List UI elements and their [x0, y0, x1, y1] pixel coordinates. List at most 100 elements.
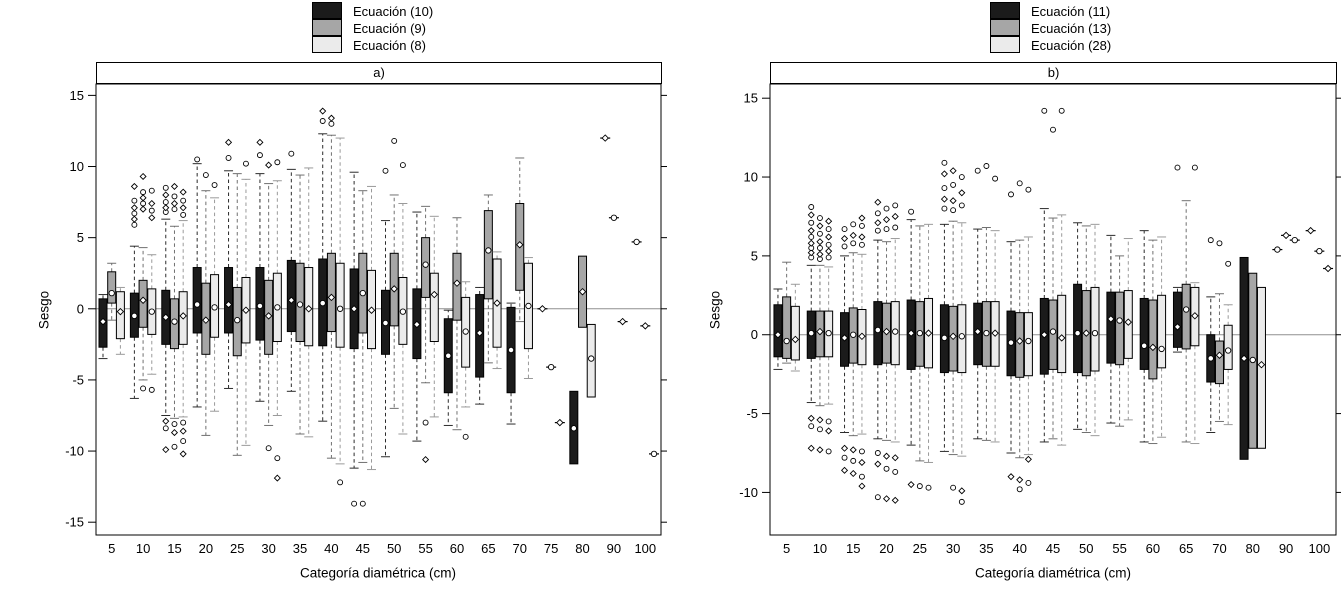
marker	[958, 333, 965, 340]
marker	[1050, 126, 1056, 133]
box	[224, 267, 234, 334]
marker	[958, 202, 965, 209]
x-tick-label: 55	[1112, 541, 1126, 556]
marker	[807, 444, 815, 452]
marker	[148, 308, 155, 315]
legend-swatch-eq13	[990, 19, 1020, 36]
marker	[950, 484, 957, 491]
marker	[445, 352, 452, 359]
marker	[940, 195, 948, 203]
marker	[131, 197, 138, 204]
marker	[1282, 231, 1290, 240]
marker	[148, 207, 155, 214]
marker	[337, 479, 344, 486]
marker	[162, 417, 170, 425]
marker	[319, 107, 327, 115]
marker	[924, 329, 933, 337]
marker	[274, 455, 281, 462]
marker	[1025, 186, 1032, 193]
marker	[1007, 339, 1015, 346]
marker	[140, 385, 147, 392]
box	[192, 267, 202, 334]
marker	[1207, 355, 1214, 362]
x-tick-label: 10	[813, 541, 827, 556]
marker	[973, 327, 982, 336]
x-tick-label: 90	[1279, 541, 1293, 556]
marker	[601, 134, 609, 142]
x-tick-label: 5	[108, 541, 115, 556]
marker	[242, 306, 250, 314]
legend-label: Ecuación (13)	[1031, 21, 1112, 36]
marker	[367, 306, 376, 314]
marker	[907, 329, 915, 337]
marker	[916, 330, 923, 337]
marker	[139, 205, 147, 213]
marker	[1274, 246, 1281, 253]
box	[1115, 291, 1125, 366]
legend-row: Ecuación (13)	[990, 19, 1112, 37]
y-axis-title-a: Sesgo	[36, 290, 52, 330]
marker	[202, 316, 210, 324]
marker	[588, 355, 595, 362]
y-tick-label: 5	[751, 248, 758, 263]
marker	[265, 161, 273, 169]
marker	[319, 299, 326, 307]
marker	[180, 438, 187, 445]
marker	[287, 296, 296, 304]
marker	[327, 293, 336, 302]
marker	[422, 419, 429, 426]
panel-title-a: a)	[96, 62, 662, 84]
marker	[1257, 360, 1266, 369]
marker	[224, 300, 233, 309]
marker	[180, 419, 187, 426]
x-tick-label: 100	[634, 541, 656, 556]
marker	[891, 212, 899, 220]
box	[782, 296, 792, 359]
marker	[874, 494, 881, 501]
x-tick-label: 80	[575, 541, 589, 556]
x-tick-label: 25	[230, 541, 244, 556]
marker	[130, 182, 138, 190]
y-tick-label: 0	[77, 301, 84, 316]
legend-label: Ecuación (8)	[353, 38, 426, 53]
marker	[958, 498, 965, 505]
marker	[950, 181, 957, 188]
marker	[991, 329, 999, 337]
legend-swatch-eq9	[312, 19, 342, 36]
marker	[916, 483, 923, 490]
marker	[840, 466, 849, 474]
marker	[148, 199, 156, 208]
marker	[941, 334, 948, 342]
marker	[1316, 248, 1323, 255]
legend-label: Ecuación (11)	[1031, 4, 1111, 19]
marker	[179, 312, 187, 320]
marker	[825, 217, 833, 225]
marker	[941, 159, 948, 166]
box	[1223, 324, 1233, 370]
marker	[840, 444, 849, 452]
box	[326, 252, 336, 333]
marker	[618, 317, 627, 326]
box	[429, 272, 439, 343]
marker	[485, 247, 492, 254]
marker	[296, 301, 304, 308]
marker	[422, 261, 429, 268]
y-tick-label: 0	[751, 327, 758, 342]
marker	[256, 138, 264, 146]
marker	[1041, 107, 1048, 114]
legend-swatch-eq8	[312, 36, 342, 53]
marker	[390, 285, 398, 293]
marker	[139, 194, 147, 202]
marker	[1016, 486, 1023, 493]
y-axis-title-b: Sesgo	[707, 290, 723, 330]
marker	[1040, 330, 1049, 339]
marker	[841, 226, 848, 233]
box	[1106, 291, 1116, 364]
marker	[1306, 226, 1315, 235]
marker	[162, 446, 170, 454]
marker	[816, 222, 824, 230]
marker	[874, 227, 881, 234]
marker	[1007, 473, 1015, 481]
marker	[256, 152, 263, 159]
